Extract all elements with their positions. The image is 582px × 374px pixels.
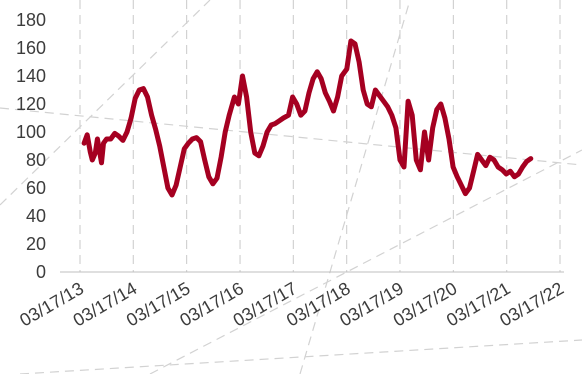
y-tick-label-3: 60 (26, 178, 46, 198)
y-tick-label-0: 0 (36, 262, 46, 282)
y-tick-label-9: 180 (16, 10, 46, 30)
y-tick-label-7: 140 (16, 66, 46, 86)
series-line-0 (81, 38, 534, 198)
y-tick-label-2: 40 (26, 206, 46, 226)
y-tick-label-1: 20 (26, 234, 46, 254)
decor-dashed-line-1 (0, 0, 211, 206)
decor-dashed-line-0 (0, 107, 582, 166)
y-tick-label-4: 80 (26, 150, 46, 170)
y-tick-label-5: 100 (16, 122, 46, 142)
y-axis-tick-labels: 0 20 40 60 80 100 120 140 160 180 (16, 10, 46, 282)
vertical-gridlines (79, 0, 561, 272)
y-tick-label-8: 160 (16, 38, 46, 58)
decor-dashed-line-2 (149, 149, 582, 374)
decor-dashed-line-3 (299, 0, 411, 374)
series-lines (81, 38, 534, 198)
decor-dashed-line-4 (19, 339, 582, 374)
y-tick-label-6: 120 (16, 94, 46, 114)
x-axis-tick-labels: 03/17/1303/17/1403/17/1503/17/1603/17/17… (16, 278, 567, 330)
